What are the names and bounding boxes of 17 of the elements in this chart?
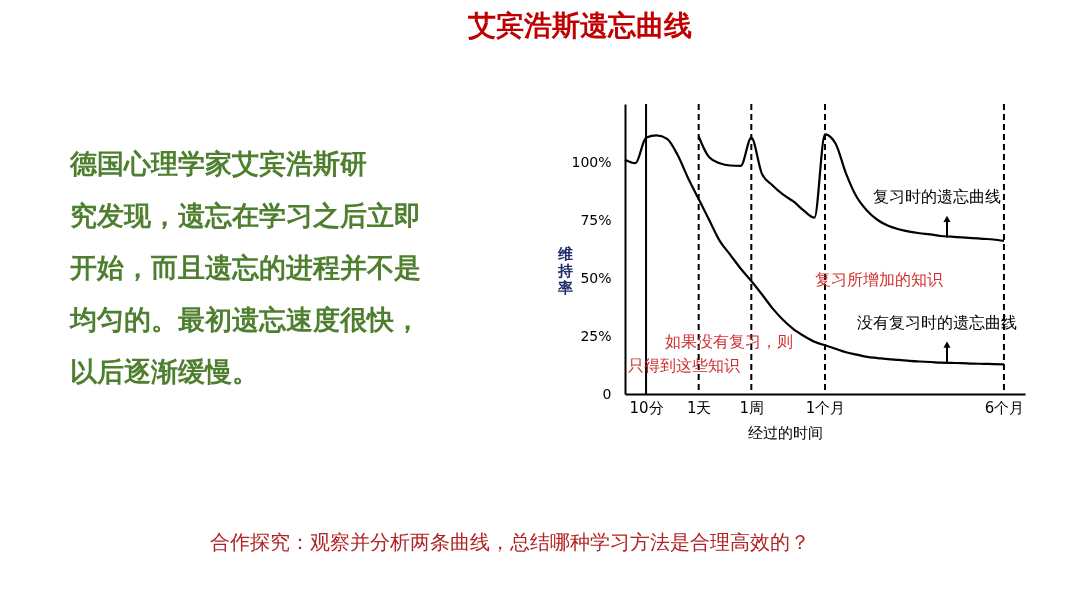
annotation: 复习所增加的知识 bbox=[815, 270, 943, 289]
x-tick-label: 10分 bbox=[629, 398, 664, 417]
y-axis-title: 维持率 bbox=[556, 245, 573, 297]
chart-title: 艾宾浩斯遗忘曲线 bbox=[467, 9, 692, 42]
y-tick-label: 75% bbox=[580, 211, 612, 228]
y-tick-label: 0 bbox=[602, 385, 612, 402]
text: 合作探究：观察并分析两条曲线，总结哪种学习方法是合理高效的？ bbox=[210, 530, 810, 554]
x-tick-label: 1周 bbox=[739, 398, 765, 417]
y-tick-label: 50% bbox=[580, 269, 612, 286]
x-tick-label: 1天 bbox=[686, 398, 712, 417]
x-tick-label: 1个月 bbox=[805, 398, 846, 417]
y-tick-label: 25% bbox=[580, 327, 612, 344]
x-tick-label: 6个月 bbox=[984, 398, 1025, 417]
x-axis-title: 经过的时间 bbox=[747, 424, 823, 442]
annotation: 复习时的遗忘曲线 bbox=[873, 186, 1001, 206]
y-tick-label: 100% bbox=[571, 153, 612, 170]
text: 德国心理学家艾宾浩斯研究发现，遗忘在学习之后立即开始，而且遗忘的进程并不是均匀的。最初遗忘速度很快，以后逐渐缓慢。 bbox=[68, 148, 421, 387]
